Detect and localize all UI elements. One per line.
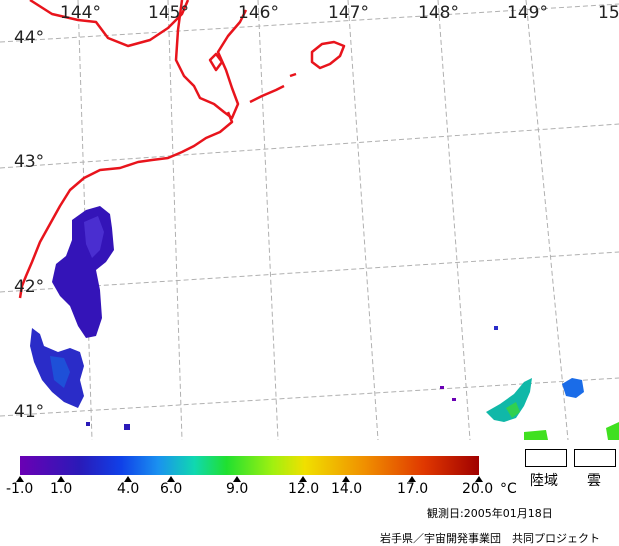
colorbar-tick-label: -1.0 [6,481,34,497]
colorbar-tick [408,476,416,482]
colorbar-unit: °C [500,481,517,497]
colorbar-tick [124,476,132,482]
temperature-colorbar [20,456,479,475]
sst-patch-west-upper [52,206,114,338]
cloud-legend-swatch [574,449,616,467]
sst-speck [124,424,130,430]
colorbar-tick-label: 9.0 [226,481,249,497]
credit-line: 岩手県／宇宙開発事業団 共同プロジェクト [380,532,600,545]
sst-patch-east-warm [506,402,520,418]
longitude-line-145 [167,0,183,440]
longitude-label-144: 144° [60,3,101,23]
latitude-label-42: 42° [14,277,45,297]
longitude-label-149: 149° [507,3,548,23]
latitude-line-41 [0,377,619,417]
land-legend-swatch [525,449,567,467]
longitude-label-150: 15 [598,3,619,23]
sst-patch-east [486,378,532,422]
land-legend-label: 陸域 [530,473,558,489]
longitude-line-147 [347,0,379,440]
longitude-label-146: 146° [238,3,279,23]
sst-speck [452,398,456,401]
coastline [18,0,346,299]
colorbar-tick-label: 1.0 [50,481,73,497]
latitude-line-44 [0,3,619,43]
latitude-label-41: 41° [14,402,45,422]
longitude-line-148 [437,0,471,440]
sst-patch-east-blue [562,378,584,398]
colorbar-tick [299,476,307,482]
sst-patch-west-lower-core [50,356,70,388]
colorbar-tick [233,476,241,482]
sst-patches [30,206,619,440]
colorbar-tick-label: 12.0 [288,481,320,497]
longitude-label-148: 148° [418,3,459,23]
sst-patch-east-green [524,430,548,440]
cloud-legend-label: 雲 [587,473,601,489]
sst-speck [86,422,90,426]
colorbar-tick-label: 17.0 [397,481,429,497]
latitude-label-44: 44° [14,28,45,48]
longitude-line-146 [257,0,279,440]
sst-speck [494,326,498,330]
longitude-label-147: 147° [328,3,369,23]
longitude-line-149 [525,0,569,440]
sst-speck [440,386,444,389]
latitude-line-43 [0,123,619,169]
colorbar-tick-label: 6.0 [160,481,183,497]
colorbar-tick-label: 4.0 [117,481,140,497]
latitude-label-43: 43° [14,152,45,172]
sst-patch-west-upper-core [84,216,104,258]
colorbar-tick [57,476,65,482]
observation-date: 観測日:2005年01月18日 [427,507,553,520]
colorbar-tick [16,476,24,482]
colorbar-tick-label: 20.0 [462,481,494,497]
longitude-label-145: 145° [148,3,189,23]
sea-surface-temperature-map [0,0,619,440]
colorbar-tick [475,476,483,482]
latitude-line-42 [0,251,619,293]
colorbar-tick-label: 14.0 [331,481,363,497]
sst-patch-far-east [606,422,619,440]
colorbar-tick [342,476,350,482]
colorbar-tick [167,476,175,482]
graticule [0,0,619,440]
